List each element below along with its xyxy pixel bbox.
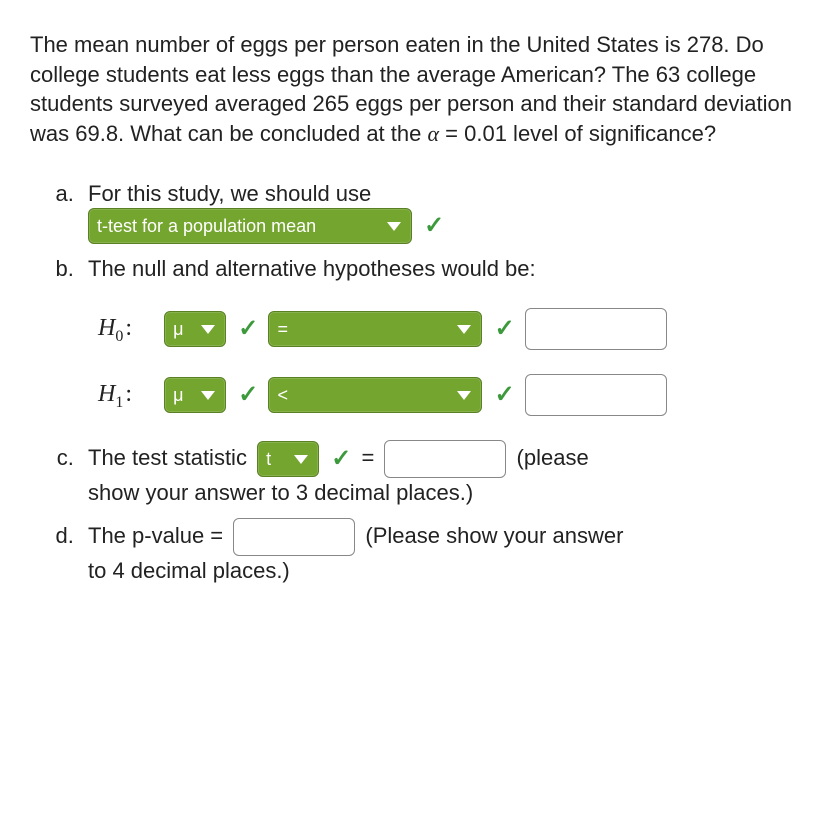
part-d: The p-value = (Please show your answer t…	[80, 518, 798, 586]
problem-statement: The mean number of eggs per person eaten…	[30, 30, 798, 149]
h0-row: H0: μ ✓ = ✓	[98, 308, 798, 350]
part-c: The test statistic t ✓ = (please show yo…	[80, 440, 798, 508]
h1-op-value: <	[277, 385, 288, 405]
part-c-pre: The test statistic	[88, 445, 247, 470]
check-icon: ✓	[238, 313, 258, 345]
part-b: The null and alternative hypotheses woul…	[80, 254, 798, 416]
part-a: For this study, we should use t-test for…	[80, 179, 798, 245]
part-a-prompt: For this study, we should use	[88, 181, 371, 206]
check-icon: ✓	[424, 210, 444, 242]
h0-param-select[interactable]: μ	[164, 311, 226, 347]
equals-sign: =	[361, 445, 374, 470]
h0-op-select[interactable]: =	[268, 311, 482, 347]
h0-param-value: μ	[173, 319, 183, 339]
alpha-symbol: α	[427, 121, 439, 146]
part-b-prompt: The null and alternative hypotheses woul…	[88, 256, 536, 281]
h1-param-select[interactable]: μ	[164, 377, 226, 413]
h0-op-value: =	[277, 319, 288, 339]
h1-row: H1: μ ✓ < ✓	[98, 374, 798, 416]
test-statistic-input[interactable]	[384, 440, 506, 478]
problem-text-tail: = 0.01 level of significance?	[439, 121, 716, 146]
check-icon: ✓	[495, 379, 515, 411]
check-icon: ✓	[331, 443, 351, 475]
part-c-post2: show your answer to 3 decimal places.)	[88, 478, 798, 508]
part-d-pre: The p-value =	[88, 523, 223, 548]
h0-label: H0:	[98, 312, 158, 347]
statistic-value: t	[266, 449, 271, 469]
part-d-post1: (Please show your answer	[365, 523, 623, 548]
part-c-post1: (please	[517, 445, 589, 470]
h1-param-value: μ	[173, 385, 183, 405]
check-icon: ✓	[495, 313, 515, 345]
h1-op-select[interactable]: <	[268, 377, 482, 413]
study-type-value: t-test for a population mean	[97, 216, 316, 236]
h1-label: H1:	[98, 378, 158, 413]
part-d-post2: to 4 decimal places.)	[88, 556, 798, 586]
statistic-select[interactable]: t	[257, 441, 319, 477]
h1-value-input[interactable]	[525, 374, 667, 416]
study-type-select[interactable]: t-test for a population mean	[88, 208, 412, 244]
h0-value-input[interactable]	[525, 308, 667, 350]
check-icon: ✓	[238, 379, 258, 411]
p-value-input[interactable]	[233, 518, 355, 556]
